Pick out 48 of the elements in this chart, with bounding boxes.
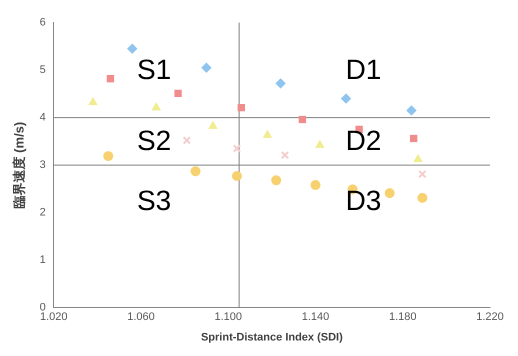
annotation: S1 bbox=[136, 54, 172, 85]
x-tick-label: 1.140 bbox=[302, 311, 330, 324]
y-tick-label: 3 bbox=[40, 159, 46, 172]
point bbox=[410, 134, 418, 142]
x-tick-label: 1.020 bbox=[40, 311, 68, 324]
point bbox=[88, 97, 98, 106]
y-tick-label: 6 bbox=[40, 16, 46, 29]
x-tick-label: 1.060 bbox=[127, 311, 155, 324]
annotation: D3 bbox=[346, 184, 382, 216]
annotation: D2 bbox=[346, 125, 382, 156]
annotation: S3 bbox=[136, 184, 172, 216]
point bbox=[152, 102, 161, 110]
point bbox=[417, 192, 428, 203]
point bbox=[238, 104, 245, 112]
x-axis-title: Sprint-Distance Index (SDI) bbox=[200, 331, 344, 344]
point bbox=[384, 188, 395, 198]
point bbox=[406, 105, 416, 116]
point bbox=[276, 78, 286, 88]
point bbox=[315, 140, 324, 148]
point bbox=[208, 121, 218, 129]
point bbox=[201, 62, 212, 73]
point bbox=[127, 44, 138, 54]
point bbox=[280, 150, 290, 160]
point bbox=[341, 94, 352, 104]
y-tick-label: 0 bbox=[40, 302, 46, 314]
point bbox=[263, 130, 272, 138]
point bbox=[182, 136, 191, 145]
point bbox=[418, 170, 427, 178]
point bbox=[103, 151, 114, 162]
x-tick-label: 1.180 bbox=[388, 311, 417, 324]
point bbox=[190, 166, 201, 176]
point bbox=[298, 116, 306, 124]
x-tick-label: 1.220 bbox=[476, 311, 504, 324]
y-axis-title: 臨界速度 (m/s) bbox=[11, 122, 26, 208]
point bbox=[232, 144, 242, 153]
y-tick-label: 5 bbox=[40, 64, 46, 76]
point bbox=[174, 90, 182, 98]
x-tick-label: 1.100 bbox=[214, 311, 242, 324]
y-tick-label: 2 bbox=[40, 206, 46, 219]
annotation: S2 bbox=[136, 125, 172, 156]
annotation: D1 bbox=[346, 54, 382, 85]
y-tick-label: 4 bbox=[40, 112, 46, 124]
point bbox=[310, 180, 320, 190]
point bbox=[414, 154, 422, 162]
y-tick-label: 1 bbox=[40, 254, 46, 266]
point bbox=[232, 171, 242, 182]
point bbox=[271, 175, 282, 186]
point bbox=[106, 74, 114, 82]
